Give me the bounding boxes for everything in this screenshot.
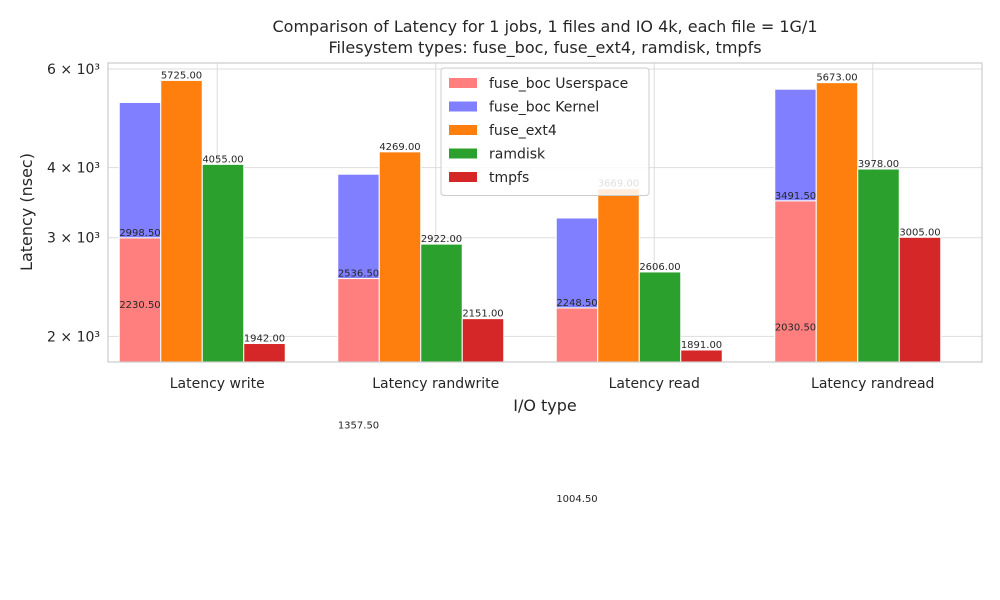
legend: fuse_boc Userspace fuse_boc Kernel fuse_ex… <box>440 67 650 196</box>
data-label: 2922.00 <box>421 234 462 245</box>
bar-ramdisk <box>638 271 682 363</box>
bar-fuse-boc-userspace <box>555 307 599 363</box>
legend-entry: ramdisk <box>489 147 546 163</box>
bar-fuse-boc-userspace <box>118 237 162 363</box>
bar-ramdisk <box>857 168 900 363</box>
data-label: 1357.50 <box>338 421 379 432</box>
x-tick-label: Latency randwrite <box>372 376 499 392</box>
data-label: 4055.00 <box>202 154 243 165</box>
data-label: 2030.50 <box>775 323 816 334</box>
x-tick-label: Latency write <box>170 376 265 392</box>
y-tick-label: 2 × 10³ <box>47 329 100 345</box>
bar-fuse-boc-userspace <box>774 200 817 363</box>
data-label: 2536.50 <box>338 269 379 280</box>
bar-fuse-ext4 <box>597 188 640 363</box>
data-label: 2248.50 <box>556 298 597 309</box>
bar-fuse-boc-kernel <box>118 101 162 239</box>
chart-title: Comparison of Latency for 1 jobs, 1 file… <box>273 17 818 36</box>
y-ticks: 2 × 10³ 3 × 10³ 4 × 10³ 6 × 10³ <box>47 62 100 345</box>
data-label: 3978.00 <box>858 159 899 170</box>
legend-entry: fuse_boc Userspace <box>489 76 628 92</box>
data-label: 2230.50 <box>119 300 160 311</box>
bar-fuse-boc-kernel <box>337 173 380 280</box>
bar-tmpfs <box>243 343 286 363</box>
bars <box>118 79 942 363</box>
y-tick-label: 6 × 10³ <box>47 62 100 78</box>
data-label: 2606.00 <box>639 262 680 273</box>
bar-ramdisk <box>420 243 463 363</box>
data-label: 3491.50 <box>775 191 816 202</box>
legend-entry: tmpfs <box>489 170 529 186</box>
data-label: 4269.00 <box>379 142 420 153</box>
data-labels: 2998.50 2536.50 2248.50 3491.50 2230.50 1357.… <box>119 70 940 505</box>
plot-frame <box>107 62 983 363</box>
bar-tmpfs <box>680 349 723 363</box>
data-label: 5673.00 <box>816 73 857 84</box>
bar-fuse-ext4 <box>815 82 859 363</box>
legend-swatch <box>449 78 477 88</box>
legend-swatch <box>449 172 477 182</box>
data-label: 1891.00 <box>681 340 722 351</box>
bar-fuse-boc-kernel <box>555 217 599 309</box>
x-tick-label: Latency read <box>609 376 700 392</box>
data-label: 3005.00 <box>899 227 940 238</box>
bar-tmpfs <box>898 236 942 363</box>
data-label: 1004.50 <box>556 494 597 505</box>
data-label: 2998.50 <box>119 228 160 239</box>
legend-entry: fuse_ext4 <box>489 123 557 139</box>
y-tick-label: 3 × 10³ <box>47 231 100 247</box>
bar-fuse-boc-userspace <box>337 278 380 363</box>
data-label: 2151.00 <box>462 309 503 320</box>
bar-fuse-boc-kernel <box>774 88 817 202</box>
data-label: 1942.00 <box>244 334 285 345</box>
x-ticks: Latency write Latency randwrite Latency re… <box>170 376 935 392</box>
bar-fuse-ext4 <box>160 79 203 363</box>
bar-fuse-ext4 <box>378 151 422 363</box>
legend-swatch <box>449 148 477 159</box>
y-tick-label: 4 × 10³ <box>47 161 100 177</box>
x-axis-label: I/O type <box>513 396 577 415</box>
legend-swatch <box>449 101 477 112</box>
legend-swatch <box>449 125 477 135</box>
chart-subtitle: Filesystem types: fuse_boc, fuse_ext4, r… <box>328 38 761 58</box>
y-axis-label: Latency (nsec) <box>17 153 36 271</box>
x-tick-label: Latency randread <box>811 376 934 392</box>
legend-box <box>440 67 650 196</box>
bar-ramdisk <box>201 163 245 363</box>
legend-entry: fuse_boc Kernel <box>489 100 599 116</box>
bar-tmpfs <box>461 318 505 363</box>
data-label: 5725.00 <box>161 70 202 81</box>
